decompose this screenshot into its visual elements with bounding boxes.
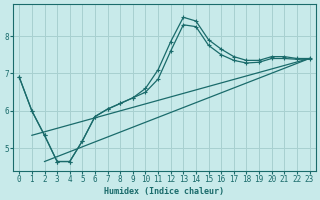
X-axis label: Humidex (Indice chaleur): Humidex (Indice chaleur) (104, 187, 224, 196)
